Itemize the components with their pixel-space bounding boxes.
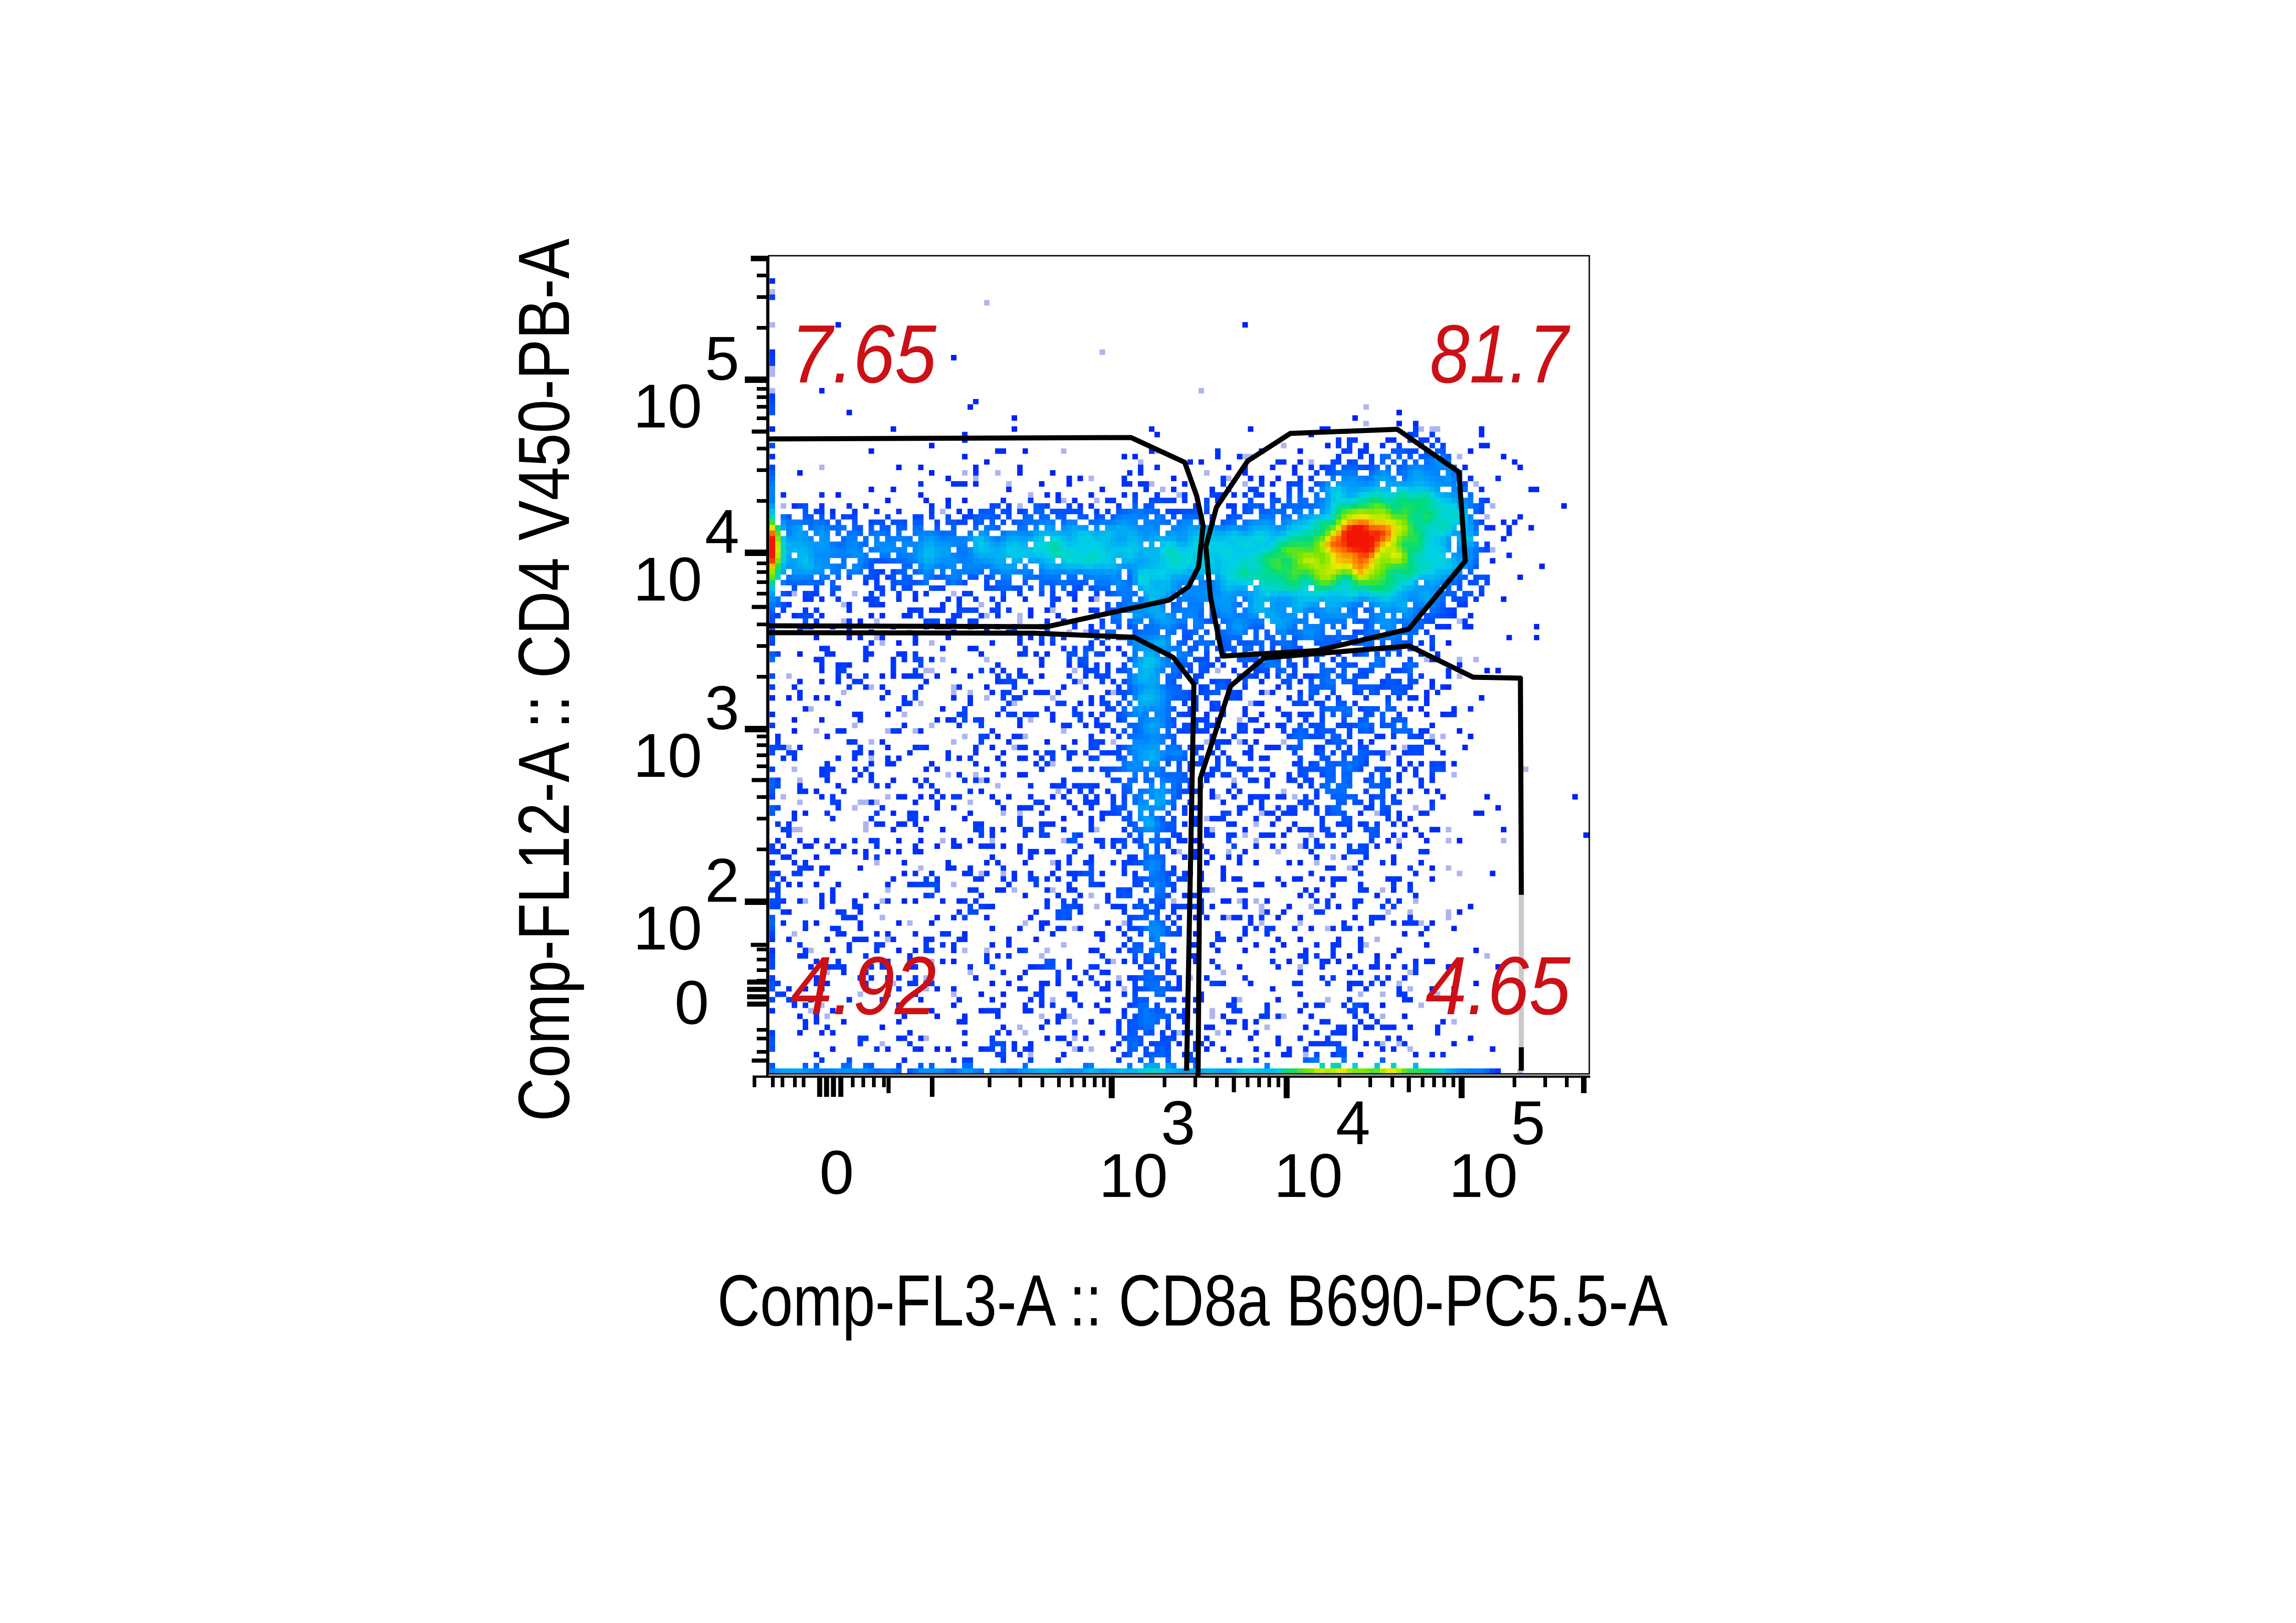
svg-text:7.65: 7.65: [791, 308, 937, 400]
svg-text:10: 10: [1449, 1141, 1518, 1210]
svg-text:4: 4: [705, 497, 739, 566]
svg-text:2: 2: [705, 846, 739, 915]
svg-text:4: 4: [1336, 1088, 1370, 1157]
svg-text:3: 3: [1161, 1088, 1195, 1157]
svg-text:4.65: 4.65: [1425, 940, 1571, 1032]
svg-text:3: 3: [705, 673, 739, 742]
svg-text:0: 0: [675, 968, 709, 1037]
svg-text:0: 0: [819, 1138, 854, 1207]
svg-text:5: 5: [1511, 1088, 1545, 1157]
svg-text:10: 10: [633, 721, 702, 790]
svg-text:81.7: 81.7: [1430, 308, 1570, 400]
svg-text:10: 10: [1274, 1141, 1343, 1210]
svg-text:10: 10: [1099, 1141, 1168, 1210]
svg-text:10: 10: [633, 545, 702, 614]
svg-text:10: 10: [633, 893, 702, 963]
svg-text:5: 5: [705, 324, 739, 393]
svg-text:Comp-FL3-A :: CD8a B690-PC5.5-: Comp-FL3-A :: CD8a B690-PC5.5-A: [717, 1260, 1668, 1341]
svg-text:10: 10: [633, 371, 702, 441]
svg-text:4.92: 4.92: [791, 940, 936, 1032]
svg-text:Comp-FL12-A :: CD4 V450-PB-A: Comp-FL12-A :: CD4 V450-PB-A: [504, 238, 585, 1122]
